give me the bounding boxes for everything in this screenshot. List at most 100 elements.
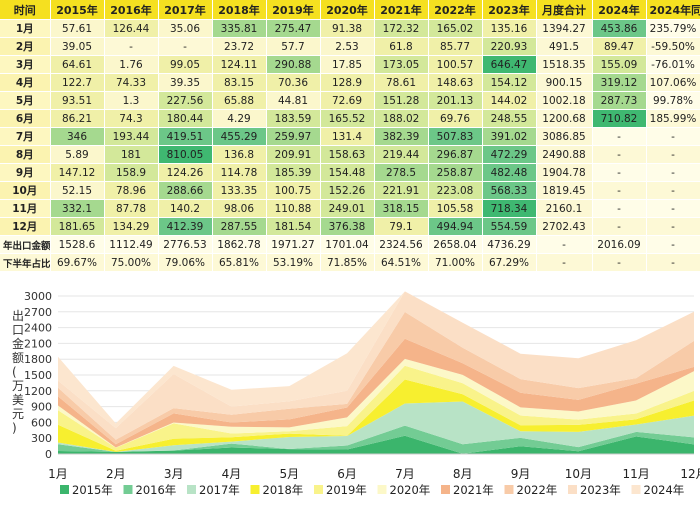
table-cell: 91.38 [320,19,375,38]
legend-swatch [187,485,196,494]
table-cell: 44.81 [266,91,321,110]
table-row: 12月 181.65 134.29 412.39 287.55 181.54 376.38 7… [0,217,700,236]
table-cell: 71.85% [320,253,375,272]
y-tick-label: 1500 [24,369,52,382]
table-cell: - [104,37,159,56]
table-cell: - [592,253,647,272]
table-cell: 346 [50,127,105,146]
row-label: 8月 [0,145,51,164]
table-cell: 152.26 [320,181,375,200]
table-row: 下半年占比 69.67% 75.00% 79.06% 65.81% 53.19% 71.85… [0,253,700,272]
row-label: 2月 [0,37,51,56]
x-tick-label: 9月 [511,467,531,481]
table-cell: - [592,181,647,200]
table-cell: 79.06% [158,253,213,272]
table-cell: 5.89 [50,145,105,164]
table-cell: 126.44 [104,19,159,38]
table-cell: 235.79% [646,19,700,38]
table-cell: 1862.78 [212,235,267,254]
y-axis-label: 出口金额(万美元) [12,309,24,435]
table-cell: 23.72 [212,37,267,56]
x-tick-label: 1月 [48,467,68,481]
table-cell: 227.56 [158,91,213,110]
area-series-2021年 [58,338,694,448]
table-cell: 69.67% [50,253,105,272]
legend-swatch [60,485,69,494]
area-series-2017年 [58,401,694,452]
table-cell: -76.01% [646,55,700,74]
table-cell: 99.78% [646,91,700,110]
table-cell: 70.36 [266,73,321,92]
table-cell: 278.5 [374,163,429,182]
y-tick-label: 600 [31,416,52,429]
table-cell: 72.69 [320,91,375,110]
area-series-2023年 [58,291,694,440]
y-tick-label: 2400 [24,322,52,335]
table-cell: 140.2 [158,199,213,218]
table-cell: 188.02 [374,109,429,128]
x-tick-label: 4月 [222,467,242,481]
table-cell: 74.3 [104,109,159,128]
y-tick-label: 1200 [24,385,52,398]
x-tick-label: 5月 [279,467,299,481]
table-cell: 1.3 [104,91,159,110]
legend-label: 2018年 [263,483,304,497]
table-cell: 810.05 [158,145,213,164]
row-label: 4月 [0,73,51,92]
legend-label: 2017年 [199,483,240,497]
x-tick-label: 3月 [164,467,184,481]
table-row: 9月 147.12 158.9 124.26 114.78 185.39 154.48 278… [0,163,700,182]
legend-label: 2016年 [136,483,177,497]
table-cell: 3086.85 [536,127,593,146]
row-label: 5月 [0,91,51,110]
table-cell: - [592,199,647,218]
table-cell: 131.4 [320,127,375,146]
table-cell: 2490.88 [536,145,593,164]
table-cell: 114.78 [212,163,267,182]
table-cell: - [646,127,700,146]
x-tick-label: 10月 [565,467,592,481]
table-cell: 900.15 [536,73,593,92]
table-cell: 39.05 [50,37,105,56]
table-cell: 287.55 [212,217,267,236]
table-cell: 133.35 [212,181,267,200]
x-tick-label: 6月 [337,467,357,481]
legend-label: 2024年 [644,483,685,497]
area-series-2016年 [58,425,694,454]
table-cell: 391.02 [482,127,537,146]
table-row: 10月 52.15 78.96 288.66 133.35 100.75 152.26 221… [0,181,700,200]
legend-label: 2019年 [326,483,367,497]
legend-swatch [250,485,260,494]
row-label: 7月 [0,127,51,146]
legend-label: 2015年 [72,483,113,497]
table-cell: 1112.49 [104,235,159,254]
table-cell: 107.06% [646,73,700,92]
table-cell: 412.39 [158,217,213,236]
table-cell: 181 [104,145,159,164]
table-header-cell: 时间 [0,0,51,20]
table-cell: 57.61 [50,19,105,38]
table-cell: 78.96 [104,181,159,200]
table-cell: - [536,253,593,272]
table-cell: 39.35 [158,73,213,92]
y-tick-label: 3000 [24,290,52,303]
table-cell: - [646,217,700,236]
table-cell: 172.32 [374,19,429,38]
table-cell: 79.1 [374,217,429,236]
table-cell: 89.47 [592,37,647,56]
table-cell: 507.83 [428,127,483,146]
table-cell: 718.34 [482,199,537,218]
table-cell: 259.97 [266,127,321,146]
table-cell: 144.02 [482,91,537,110]
table-header-row: 时间 2015年 2016年 2017年 2018年 2019年 2020年 2021年 202… [0,0,700,20]
table-cell: 165.52 [320,109,375,128]
table-cell: 183.59 [266,109,321,128]
table-cell: 1518.35 [536,55,593,74]
table-cell: 491.5 [536,37,593,56]
table-cell: 85.77 [428,37,483,56]
table-cell: 147.12 [50,163,105,182]
table-cell: 158.63 [320,145,375,164]
table-cell: 453.86 [592,19,647,38]
table-cell: 4.29 [212,109,267,128]
table-row: 5月 93.51 1.3 227.56 65.88 44.81 72.69 151.28 201… [0,91,700,110]
